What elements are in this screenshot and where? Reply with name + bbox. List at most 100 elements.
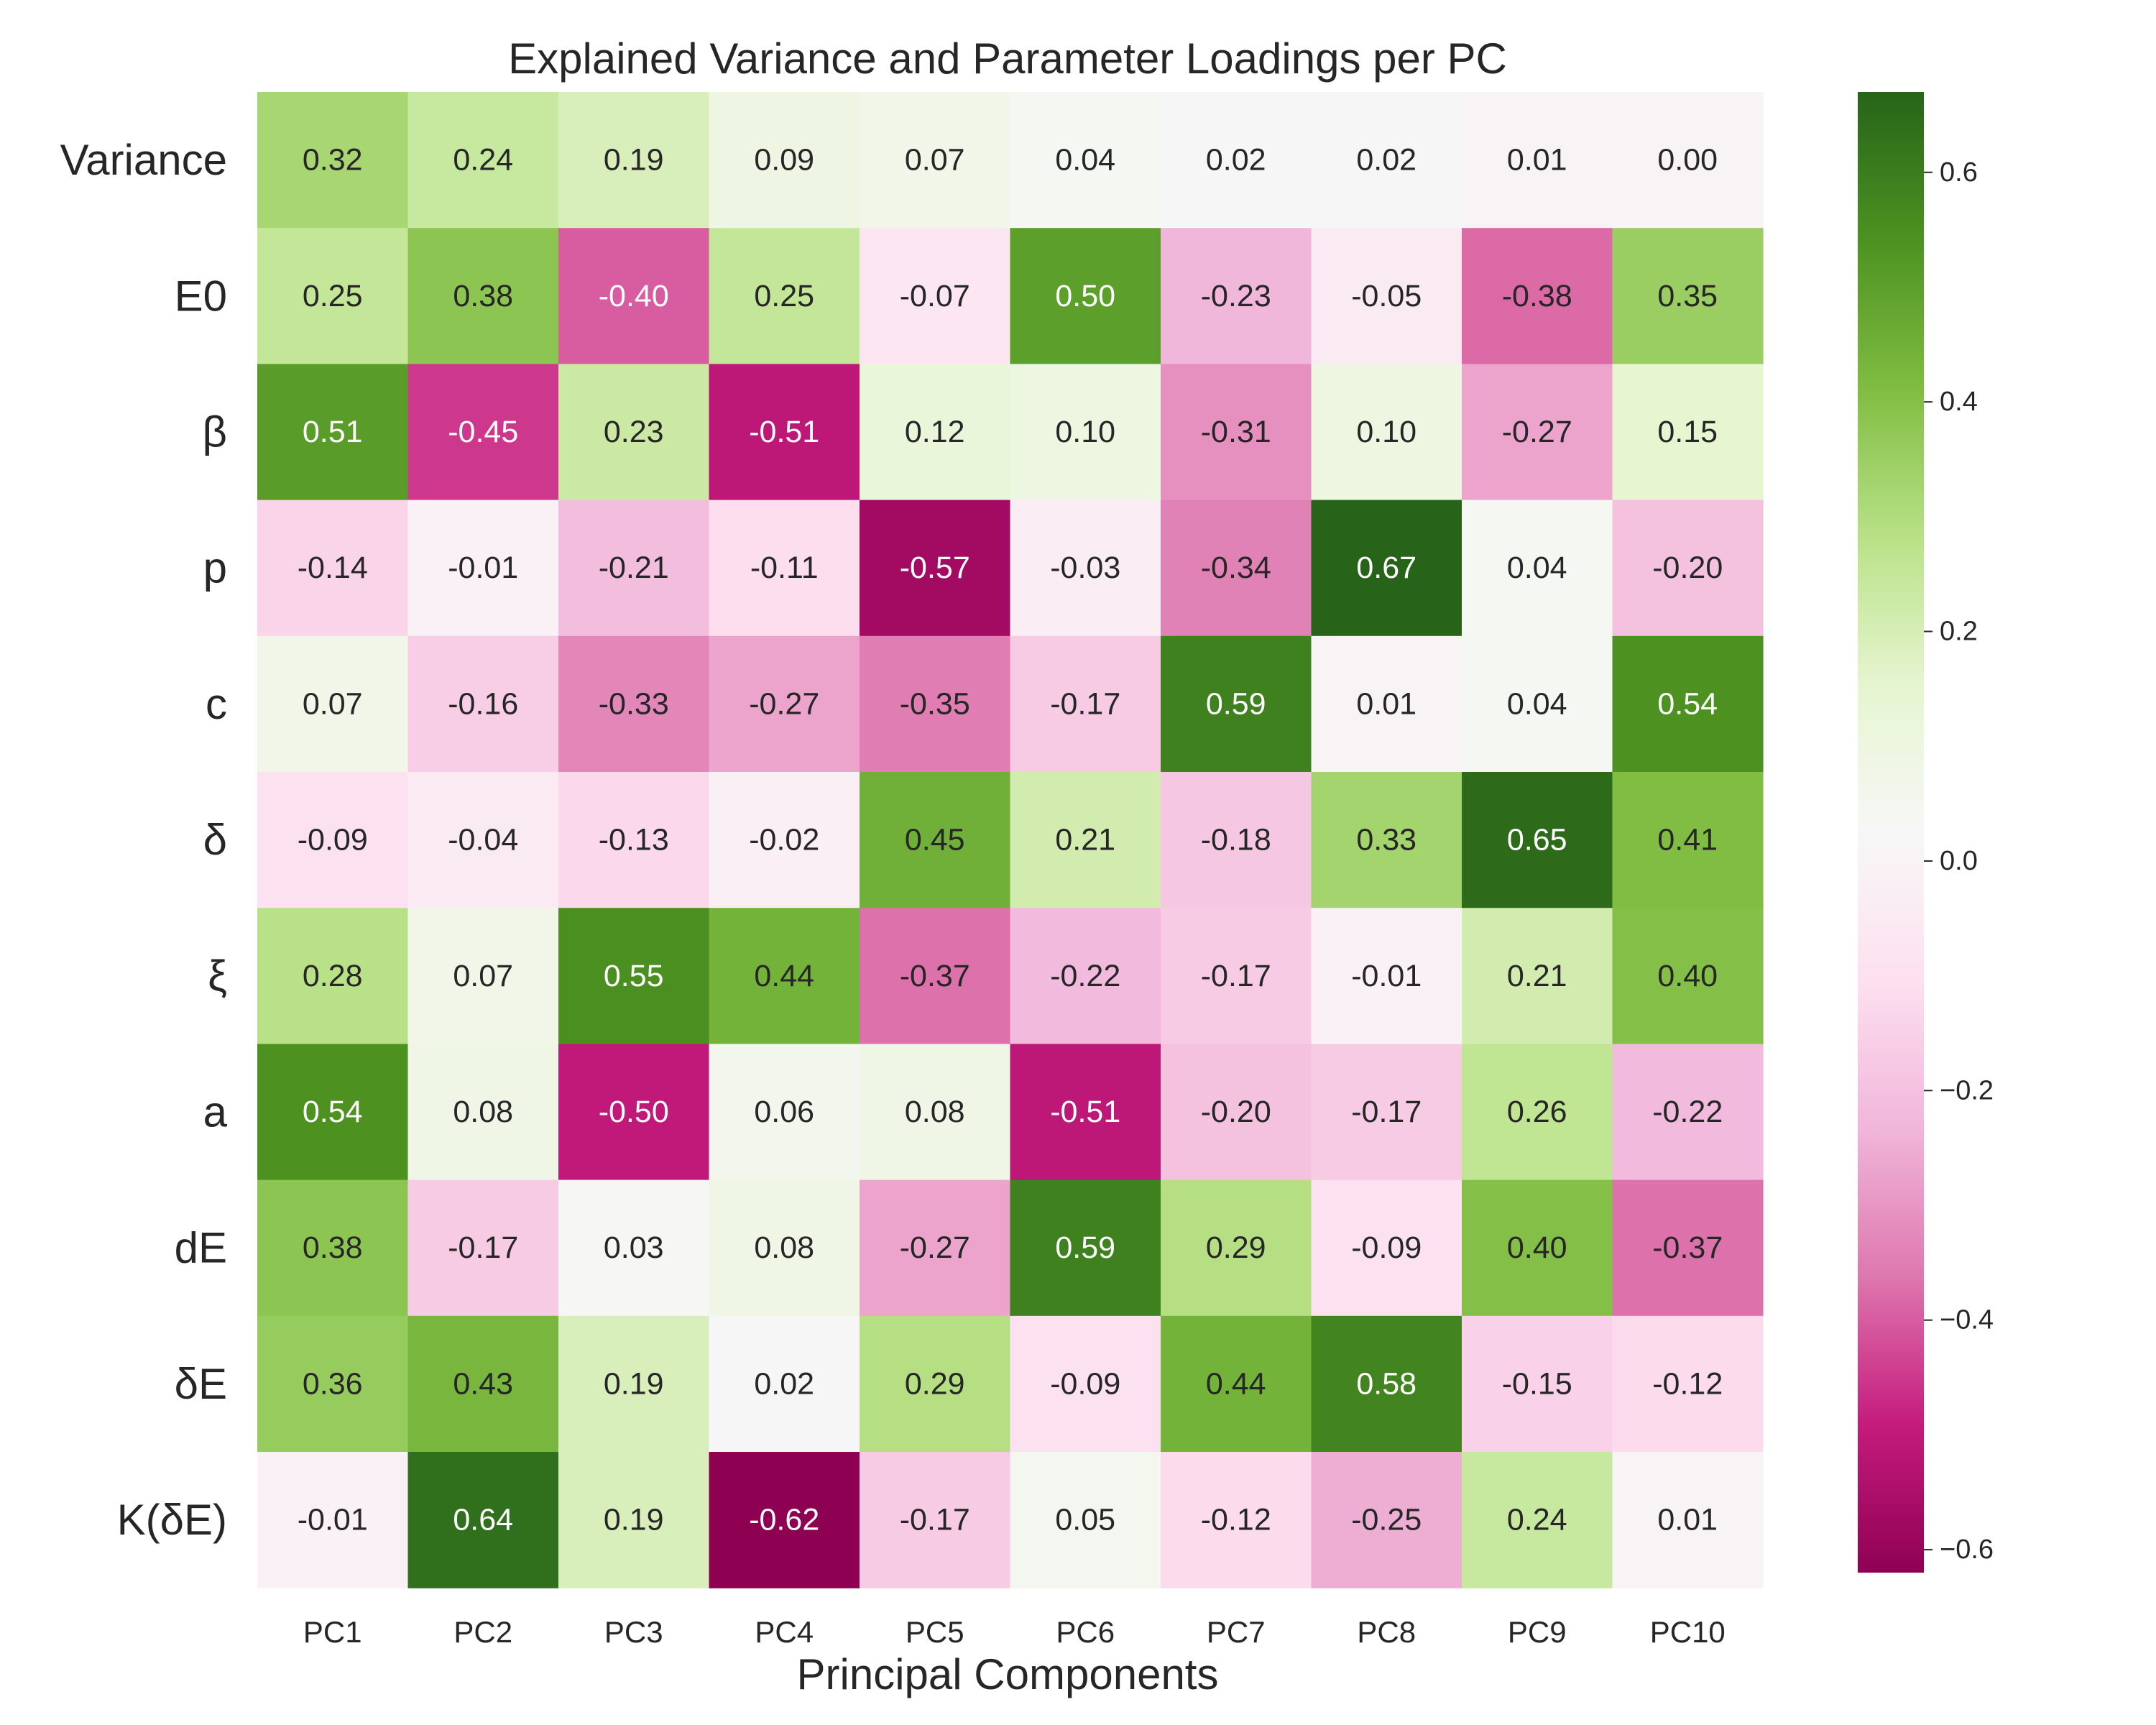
heatmap-cell [1010, 228, 1161, 364]
cell-value-label: 0.21 [1055, 823, 1115, 857]
heatmap-cell [1010, 772, 1161, 908]
cell-value-label: 0.59 [1055, 1230, 1115, 1265]
heatmap-cell [1311, 908, 1462, 1044]
heatmap-cell [1612, 364, 1764, 501]
heatmap-cell [558, 228, 710, 364]
heatmap-cell [558, 500, 710, 637]
row-label: c [206, 680, 227, 728]
cell-value-label: -0.45 [448, 415, 518, 449]
heatmap-cell [1612, 635, 1764, 773]
heatmap-cell [257, 228, 409, 364]
cell-value-label: -0.09 [1050, 1366, 1120, 1401]
column-label: PC4 [755, 1615, 814, 1649]
cell-value-label: 0.55 [604, 959, 664, 993]
cell-value-label: -0.13 [599, 823, 669, 857]
heatmap-cell [1462, 364, 1613, 501]
heatmap-cell [1612, 1044, 1764, 1181]
heatmap-cell [1311, 1179, 1462, 1317]
heatmap-cell [257, 1315, 409, 1453]
heatmap-cell [709, 1179, 860, 1317]
row-label: p [203, 544, 227, 592]
cell-value-label: 0.23 [604, 415, 664, 449]
heatmap-cell [1010, 908, 1161, 1044]
heatmap-cell [860, 1044, 1011, 1181]
cell-value-label: -0.50 [599, 1095, 669, 1129]
cell-value-label: 0.08 [453, 1095, 513, 1129]
heatmap-cell [860, 500, 1011, 637]
heatmap-cell [1161, 1044, 1312, 1181]
heatmap-cell [1010, 92, 1161, 229]
cell-value-label: -0.37 [900, 959, 970, 993]
heatmap-cell [1462, 772, 1613, 908]
cell-value-label: 0.58 [1356, 1366, 1416, 1401]
heatmap-cell [1010, 1315, 1161, 1453]
cell-value-label: -0.22 [1050, 959, 1120, 993]
heatmap-cell [1311, 228, 1462, 364]
cell-value-label: 0.59 [1206, 686, 1266, 721]
heatmap-cell [1612, 500, 1764, 637]
cell-value-label: 0.67 [1356, 551, 1416, 585]
colorbar-ticks: −0.6 −0.4 −0.2 0.0 0.2 0.4 0.6 [1924, 157, 1994, 1565]
column-label: PC8 [1357, 1615, 1416, 1649]
heatmap-cell [257, 364, 409, 501]
cell-value-label: 0.65 [1507, 823, 1567, 857]
cell-value-label: 0.24 [453, 143, 513, 178]
row-labels: Variance E0 β p c δ ξ a dE δE K(δE) [60, 136, 228, 1544]
cell-value-label: -0.31 [1201, 415, 1271, 449]
heatmap-cell [1010, 364, 1161, 501]
heatmap-cell [1161, 500, 1312, 637]
cell-value-label: -0.17 [1351, 1095, 1422, 1129]
cell-value-label: -0.35 [900, 686, 970, 721]
heatmap-cell [860, 228, 1011, 364]
cell-value-label: 0.12 [905, 415, 965, 449]
heatmap-cell [709, 635, 860, 773]
heatmap-cell [1161, 1315, 1312, 1453]
heatmap-cell [1462, 1315, 1613, 1453]
cell-value-label: -0.51 [1050, 1095, 1120, 1129]
cell-value-label: -0.03 [1050, 551, 1120, 585]
cell-value-label: -0.09 [1351, 1230, 1422, 1265]
cell-value-label: 0.44 [754, 959, 814, 993]
cell-value-label: 0.19 [604, 143, 664, 178]
heatmap-cell [407, 1044, 559, 1181]
cell-value-label: 0.10 [1055, 415, 1115, 449]
cell-value-label: -0.27 [749, 686, 819, 721]
cell-value-label: -0.02 [749, 823, 819, 857]
cell-value-label: 0.38 [453, 279, 513, 313]
cell-value-label: 0.35 [1657, 279, 1718, 313]
heatmap-cells: 0.32 0.24 0.19 0.09 0.07 0.04 0.02 0.02 0.01 0.00… [257, 92, 1764, 1588]
cell-value-label: -0.21 [599, 551, 669, 585]
cell-value-label: 0.06 [754, 1095, 814, 1129]
heatmap-cell [257, 1452, 409, 1588]
heatmap-cell [257, 500, 409, 637]
cell-value-label: -0.57 [900, 551, 970, 585]
column-label: PC9 [1508, 1615, 1567, 1649]
heatmap-cell [709, 908, 860, 1044]
cell-value-label: 0.15 [1657, 415, 1718, 449]
heatmap-cell [1612, 1179, 1764, 1317]
heatmap-cell [407, 364, 559, 501]
cell-value-label: 0.04 [1507, 686, 1567, 721]
heatmap-cell [860, 1315, 1011, 1453]
heatmap-cell [709, 228, 860, 364]
heatmap-cell [1462, 635, 1613, 773]
heatmap-cell [558, 92, 710, 229]
cell-value-label: 0.02 [1356, 143, 1416, 178]
cell-value-label: -0.17 [1201, 959, 1271, 993]
cell-value-label: -0.38 [1502, 279, 1572, 313]
cell-value-label: -0.27 [900, 1230, 970, 1265]
heatmap-cell [407, 500, 559, 637]
colorbar-tick-label: 0.4 [1940, 387, 1978, 417]
heatmap-cell [860, 772, 1011, 908]
cell-value-label: -0.18 [1201, 823, 1271, 857]
cell-value-label: 0.43 [453, 1366, 513, 1401]
cell-value-label: -0.04 [448, 823, 518, 857]
column-label: PC1 [303, 1615, 362, 1649]
heatmap-cell [257, 92, 409, 229]
heatmap-cell [1010, 635, 1161, 773]
heatmap-cell [558, 908, 710, 1044]
cell-value-label: -0.14 [298, 551, 368, 585]
cell-value-label: 0.08 [905, 1095, 965, 1129]
heatmap-cell [709, 1452, 860, 1588]
